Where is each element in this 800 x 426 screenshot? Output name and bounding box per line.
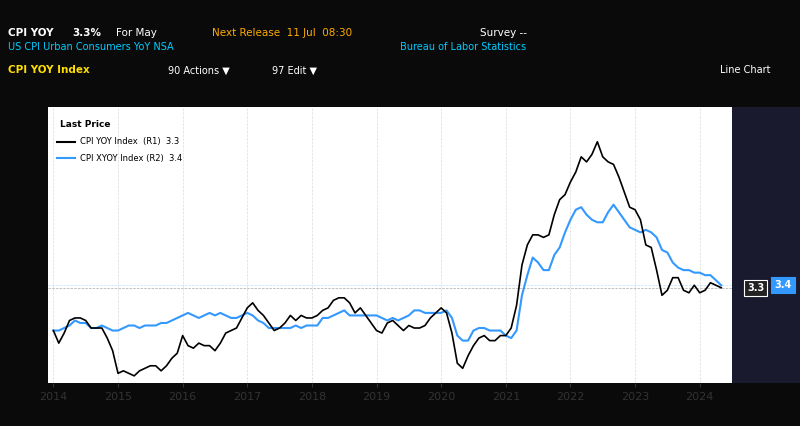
- Text: 97 Edit ▼: 97 Edit ▼: [272, 65, 317, 75]
- Text: 90 Actions ▼: 90 Actions ▼: [168, 65, 230, 75]
- Text: 3.3: 3.3: [747, 283, 765, 293]
- Text: CPI YOY Index: CPI YOY Index: [8, 65, 90, 75]
- Text: CPI XYOY Index (R2)  3.4: CPI XYOY Index (R2) 3.4: [80, 154, 182, 163]
- Text: Bureau of Labor Statistics: Bureau of Labor Statistics: [400, 42, 526, 52]
- Text: Last Price: Last Price: [60, 121, 110, 130]
- Text: CPI YOY Index  (R1)  3.3: CPI YOY Index (R1) 3.3: [80, 137, 179, 146]
- Text: US CPI Urban Consumers YoY NSA: US CPI Urban Consumers YoY NSA: [8, 42, 174, 52]
- Text: 3.4: 3.4: [774, 280, 792, 290]
- Text: 3.3%: 3.3%: [72, 28, 101, 37]
- Text: Line Chart: Line Chart: [720, 65, 770, 75]
- Text: Next Release  11 Jul  08:30: Next Release 11 Jul 08:30: [212, 28, 352, 37]
- Text: Survey --: Survey --: [480, 28, 527, 37]
- Text: CPI YOY: CPI YOY: [8, 28, 54, 37]
- Text: For May: For May: [116, 28, 157, 37]
